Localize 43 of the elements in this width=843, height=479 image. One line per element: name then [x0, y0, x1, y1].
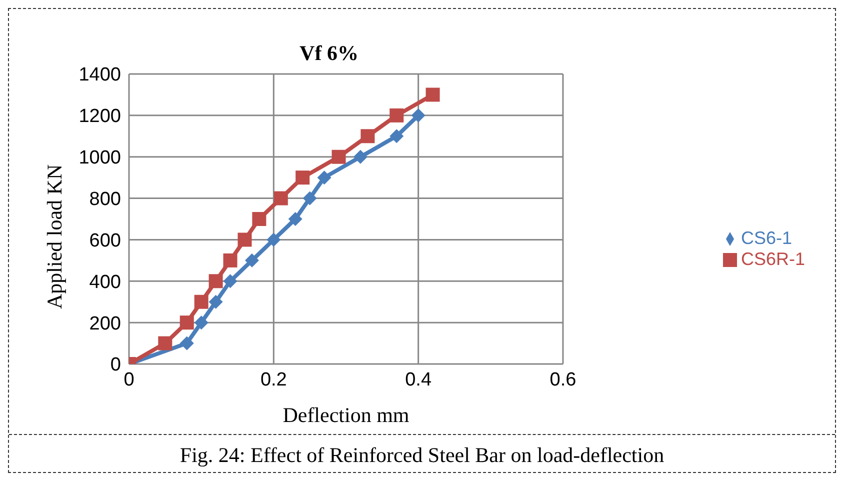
point: [296, 170, 310, 185]
legend-label: CS6R-1: [740, 249, 805, 269]
y-tick-label: 200: [89, 313, 121, 334]
point: [302, 191, 317, 206]
point: [238, 232, 252, 247]
point: [288, 212, 302, 226]
x-tick-label: 0: [124, 369, 134, 390]
x-tick-label: 0.6: [550, 369, 576, 390]
y-tick-label: 600: [89, 230, 121, 252]
point: [411, 108, 426, 122]
y-tick-label: 800: [89, 189, 121, 210]
point: [274, 191, 288, 206]
point: [208, 294, 223, 309]
y-tick-label: 400: [89, 272, 121, 293]
point: [194, 316, 208, 330]
legend-label: CS6-1: [740, 228, 792, 248]
x-tick-label: 0.4: [405, 369, 432, 390]
point: [180, 336, 194, 350]
x-tick-label: 0.2: [260, 369, 287, 390]
point: [194, 294, 208, 309]
point: [244, 253, 259, 268]
y-tick-label: 1400: [78, 64, 121, 86]
point: [158, 336, 172, 350]
point: [208, 274, 223, 288]
point: [332, 150, 346, 164]
point: [266, 232, 281, 247]
point: [223, 253, 238, 268]
point: [252, 212, 266, 226]
point: [426, 88, 440, 102]
y-tick-label: 0: [110, 354, 121, 376]
chart-title: Vf 6%: [298, 41, 360, 66]
x-axis-title: Deflection mm: [282, 403, 410, 427]
y-axis-title: Applied load KN: [42, 164, 66, 309]
point: [390, 129, 404, 144]
caption: Fig. 24: Effect of Reinforced Steel Bar on load-deflection: [9, 434, 835, 468]
point: [360, 129, 375, 144]
point: [223, 274, 238, 288]
y-tick-label: 1200: [78, 106, 121, 128]
y-tick-label: 1000: [78, 148, 121, 169]
point: [317, 170, 332, 185]
point: [353, 150, 368, 164]
point: [390, 108, 404, 122]
point: [180, 316, 194, 330]
